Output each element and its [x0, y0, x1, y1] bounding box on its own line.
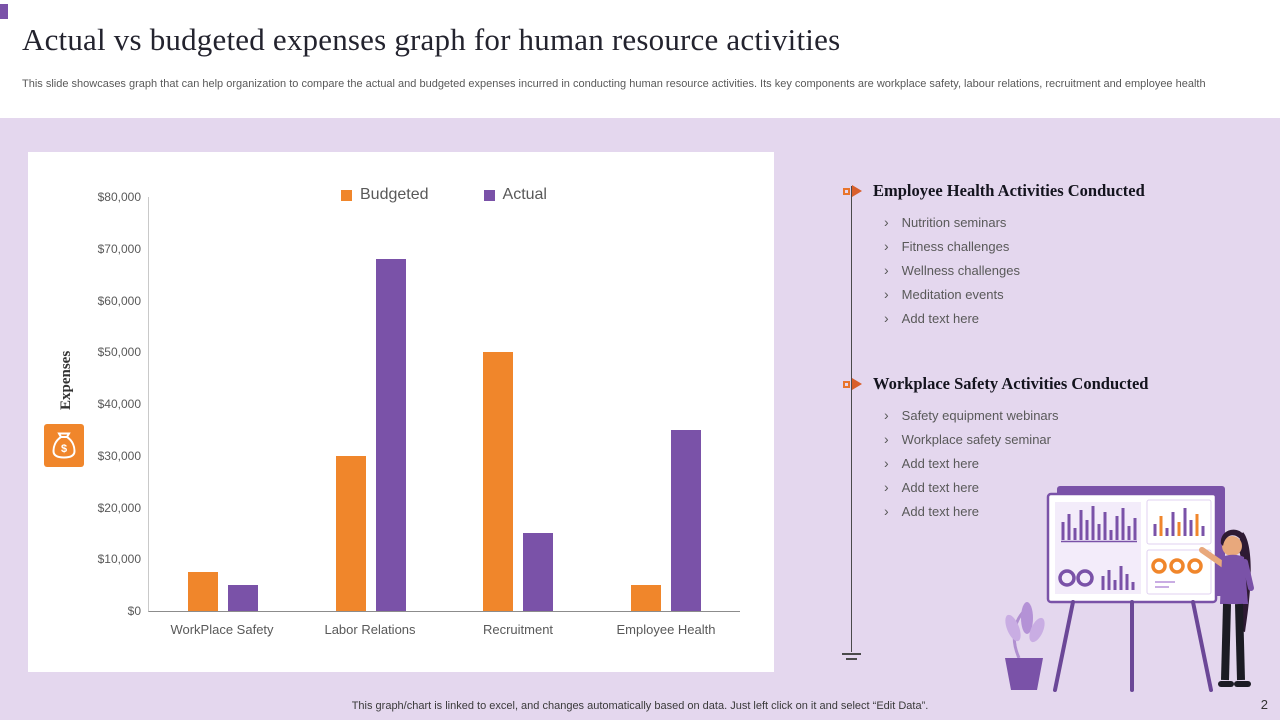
slide-header: Actual vs budgeted expenses graph for hu…	[0, 0, 1280, 118]
page-title: Actual vs budgeted expenses graph for hu…	[22, 22, 841, 57]
activity-section: Workplace Safety Activities Conducted › S…	[843, 374, 1273, 523]
legend-label: Actual	[502, 186, 547, 203]
activity-item-text: Meditation events	[901, 286, 1004, 302]
expenses-icon: $	[44, 424, 84, 467]
money-bag-icon: $	[52, 432, 76, 459]
bar-budgeted	[187, 572, 218, 611]
activity-item-text: Wellness challenges	[901, 262, 1020, 278]
y-tick-label: $50,000	[97, 345, 141, 360]
legend-label: Budgeted	[360, 186, 429, 203]
activity-item-text: Add text here	[901, 310, 979, 326]
legend-entry-actual: Actual	[483, 186, 547, 204]
activity-item-text: Fitness challenges	[901, 238, 1010, 254]
y-tick-label: $20,000	[97, 500, 141, 515]
x-axis-labels: WorkPlace Safety Labor Relations Recruitme…	[148, 622, 740, 637]
section-heading: Workplace Safety Activities Conducted	[843, 374, 1273, 394]
section-title: Employee Health Activities Conducted	[873, 181, 1145, 200]
activity-item-text: Nutrition seminars	[901, 214, 1007, 230]
chevron-bullet-icon: ›	[884, 262, 889, 278]
bar-budgeted	[483, 352, 514, 611]
section-marker-icon	[843, 185, 862, 197]
footer-note: This graph/chart is linked to excel, and…	[351, 700, 929, 712]
chevron-bullet-icon: ›	[884, 310, 889, 326]
activity-item: › Add text here	[884, 451, 1273, 475]
chevron-bullet-icon: ›	[884, 455, 889, 471]
y-tick-label: $30,000	[97, 448, 141, 463]
line-end-mark	[846, 658, 857, 660]
legend-entry-budgeted: Budgeted	[341, 186, 429, 204]
page-number: 2	[1260, 697, 1268, 712]
plant-illustration	[1005, 602, 1045, 690]
bar-budgeted	[631, 585, 662, 611]
activity-item-text: Add text here	[901, 455, 979, 471]
x-axis-label: Recruitment	[482, 622, 554, 637]
bar-actual	[227, 585, 258, 611]
x-axis-label: WorkPlace Safety	[170, 622, 274, 637]
bar-group	[297, 197, 445, 611]
activity-list: › Nutrition seminars › Fitness challenges › W…	[843, 210, 1273, 330]
svg-text:$: $	[61, 443, 67, 455]
timeline-line	[842, 186, 861, 660]
section-marker-icon	[843, 378, 862, 390]
activity-item-text: Add text here	[901, 503, 979, 519]
activity-section: Employee Health Activities Conducted › Nu…	[843, 181, 1273, 330]
x-axis-label: Labor Relations	[324, 622, 416, 637]
activity-item-text: Workplace safety seminar	[901, 431, 1051, 447]
activity-item: › Fitness challenges	[884, 234, 1273, 258]
bar-actual	[523, 533, 554, 611]
chevron-bullet-icon: ›	[884, 479, 889, 495]
activity-item-text: Safety equipment webinars	[901, 407, 1059, 423]
activity-item: › Wellness challenges	[884, 258, 1273, 282]
bar-actual	[375, 259, 406, 611]
bar-actual	[671, 429, 702, 611]
activity-item: › Meditation events	[884, 282, 1273, 306]
chevron-bullet-icon: ›	[884, 286, 889, 302]
line-end-mark	[842, 653, 861, 655]
activity-item-text: Add text here	[901, 479, 979, 495]
whiteboard-illustration	[1046, 486, 1225, 692]
activity-list: › Safety equipment webinars › Workplace saf…	[843, 403, 1273, 523]
chevron-bullet-icon: ›	[884, 431, 889, 447]
bar-group	[445, 197, 593, 611]
activity-item: › Safety equipment webinars	[884, 403, 1273, 427]
plot-area: $0 $10,000 $20,000 $30,000 $40,000 $50,000 $60…	[98, 190, 740, 618]
x-axis-label: Employee Health	[616, 622, 716, 637]
bar-group	[149, 197, 297, 611]
chart-legend: Budgeted Actual	[148, 186, 740, 204]
presenter-person	[1199, 529, 1254, 687]
y-tick-label: $80,000	[97, 190, 141, 204]
y-tick-label: $40,000	[97, 397, 141, 411]
y-tick-label: $70,000	[97, 241, 141, 256]
activity-item: › Add text here	[884, 499, 1273, 523]
chevron-bullet-icon: ›	[884, 503, 889, 519]
y-tick-label: $0	[127, 604, 141, 618]
chevron-bullet-icon: ›	[884, 238, 889, 254]
page-subtitle: This slide showcases graph that can help…	[22, 78, 1206, 90]
legend-swatch-icon	[483, 189, 495, 201]
section-title: Workplace Safety Activities Conducted	[873, 374, 1149, 393]
chart-panel[interactable]: Budgeted Actual Expenses $0 $10,000 $20,000…	[28, 152, 774, 672]
activity-item: › Add text here	[884, 475, 1273, 499]
activity-item: › Add text here	[884, 306, 1273, 330]
chevron-bullet-icon: ›	[884, 407, 889, 423]
corner-accent	[0, 4, 8, 19]
chevron-bullet-icon: ›	[884, 214, 889, 230]
presenter-illustration	[1005, 486, 1254, 692]
y-tick-label: $10,000	[97, 552, 141, 567]
section-heading: Employee Health Activities Conducted	[843, 181, 1273, 201]
bar-groups	[149, 197, 740, 611]
bar-group	[592, 197, 740, 611]
y-axis-title: Expenses	[58, 350, 74, 410]
legend-swatch-icon	[341, 189, 352, 201]
bar-budgeted	[335, 455, 366, 611]
activity-item: › Workplace safety seminar	[884, 427, 1273, 451]
activity-item: › Nutrition seminars	[884, 210, 1273, 234]
y-tick-label: $60,000	[97, 293, 141, 308]
